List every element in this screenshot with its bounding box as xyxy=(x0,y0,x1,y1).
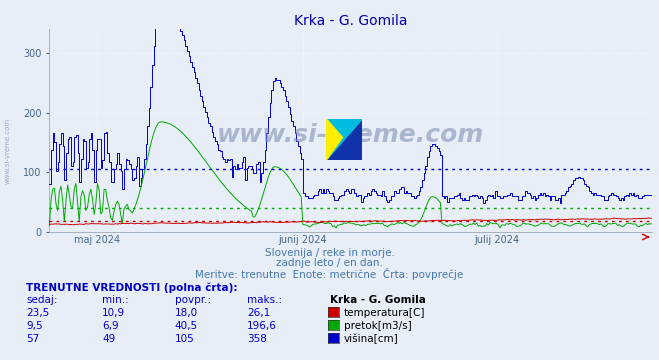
Polygon shape xyxy=(326,119,362,160)
Text: 23,5: 23,5 xyxy=(26,308,49,318)
Text: Slovenija / reke in morje.: Slovenija / reke in morje. xyxy=(264,248,395,258)
Text: pretok[m3/s]: pretok[m3/s] xyxy=(344,321,412,331)
Text: 49: 49 xyxy=(102,334,115,344)
Text: temperatura[C]: temperatura[C] xyxy=(344,308,426,318)
Text: 6,9: 6,9 xyxy=(102,321,119,331)
Bar xyxy=(344,119,362,160)
Text: 10,9: 10,9 xyxy=(102,308,125,318)
Text: 196,6: 196,6 xyxy=(247,321,277,331)
Text: 40,5: 40,5 xyxy=(175,321,198,331)
Text: 105: 105 xyxy=(175,334,194,344)
Text: Krka - G. Gomila: Krka - G. Gomila xyxy=(330,295,425,305)
Text: min.:: min.: xyxy=(102,295,129,305)
Text: 9,5: 9,5 xyxy=(26,321,43,331)
Text: Meritve: trenutne  Enote: metrične  Črta: povprečje: Meritve: trenutne Enote: metrične Črta: … xyxy=(195,268,464,280)
Polygon shape xyxy=(326,119,362,160)
Text: www.si-vreme.com: www.si-vreme.com xyxy=(5,118,11,184)
Text: 358: 358 xyxy=(247,334,267,344)
Text: 26,1: 26,1 xyxy=(247,308,270,318)
Bar xyxy=(326,119,344,160)
Text: sedaj:: sedaj: xyxy=(26,295,58,305)
Text: 57: 57 xyxy=(26,334,40,344)
Text: www.si-vreme.com: www.si-vreme.com xyxy=(217,122,484,147)
Text: 18,0: 18,0 xyxy=(175,308,198,318)
Title: Krka - G. Gomila: Krka - G. Gomila xyxy=(294,14,408,28)
Text: zadnje leto / en dan.: zadnje leto / en dan. xyxy=(276,258,383,269)
Text: maks.:: maks.: xyxy=(247,295,282,305)
Text: višina[cm]: višina[cm] xyxy=(344,334,399,344)
Text: TRENUTNE VREDNOSTI (polna črta):: TRENUTNE VREDNOSTI (polna črta): xyxy=(26,282,238,293)
Text: povpr.:: povpr.: xyxy=(175,295,211,305)
Polygon shape xyxy=(326,119,343,160)
